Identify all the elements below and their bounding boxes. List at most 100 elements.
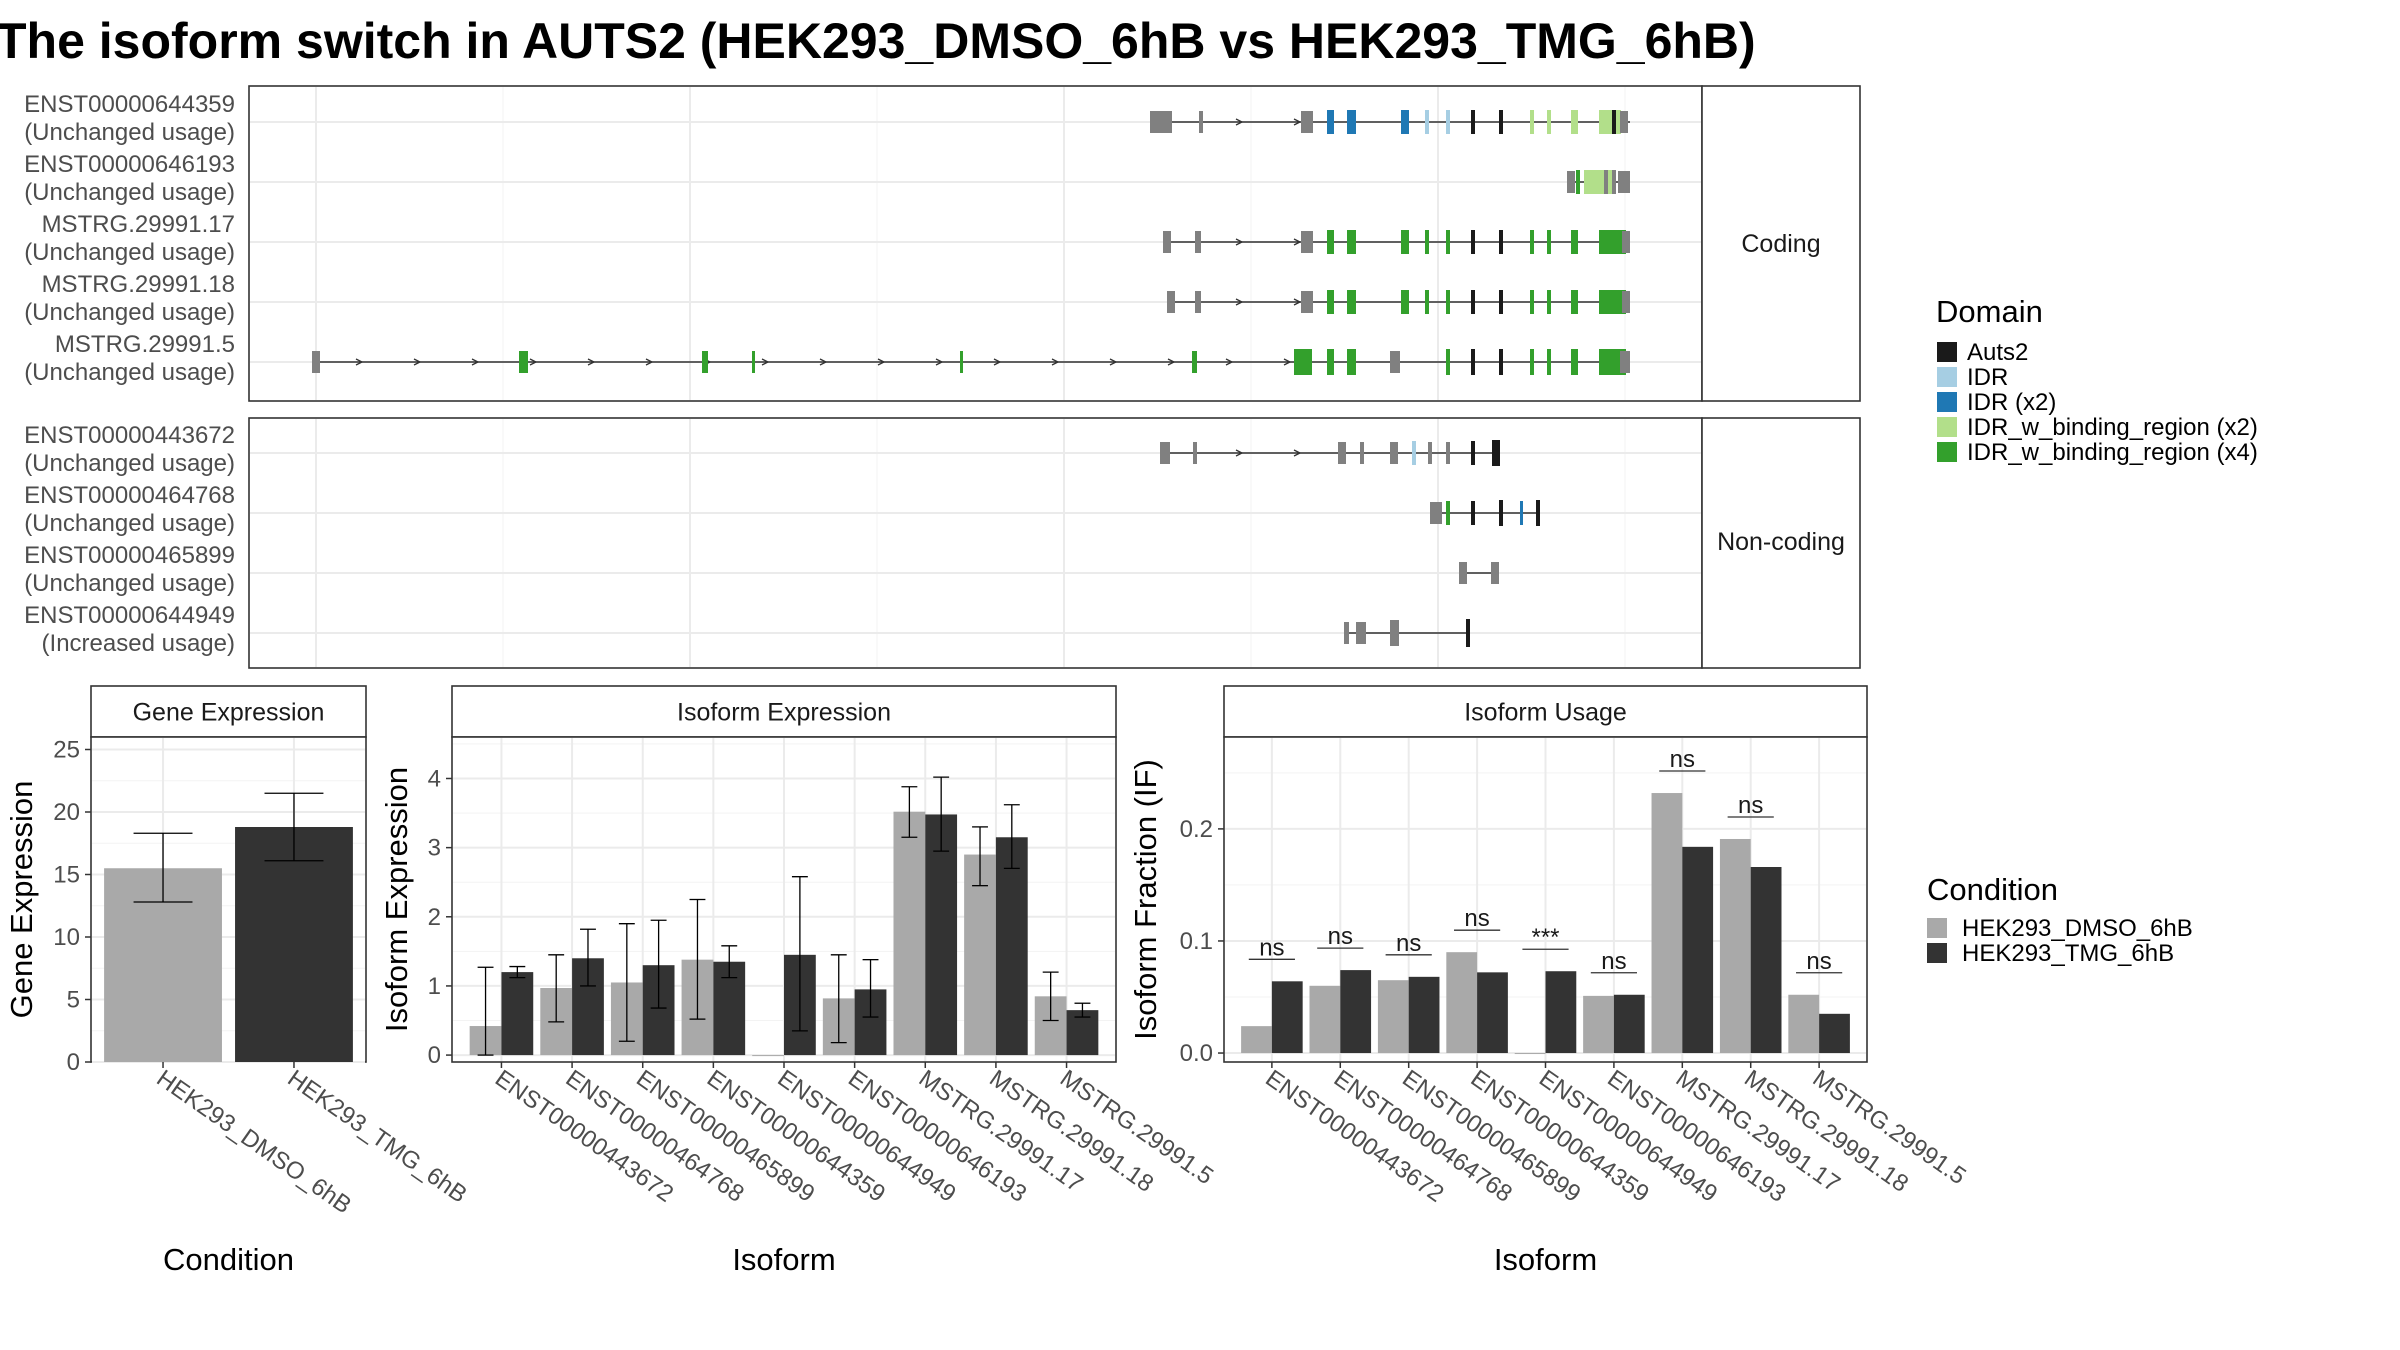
y-axis-title: Gene Expression bbox=[4, 781, 39, 1019]
track-enst00000464768 bbox=[1430, 500, 1540, 526]
significance-label: ns bbox=[1464, 905, 1489, 932]
bar bbox=[1545, 971, 1577, 1054]
significance-label: ns bbox=[1806, 948, 1831, 975]
condition-legend-title: Condition bbox=[1927, 872, 2058, 907]
track-enst00000644359 bbox=[1150, 110, 1630, 134]
noncoding-transcript-id-0: ENST00000443672 bbox=[24, 422, 235, 449]
domain-legend-key-0 bbox=[1937, 342, 1957, 362]
bar bbox=[1750, 867, 1782, 1054]
bar bbox=[1719, 838, 1751, 1054]
bar bbox=[964, 854, 996, 1056]
coding-transcript-id-3: MSTRG.29991.18 bbox=[42, 271, 235, 298]
bar bbox=[1477, 972, 1508, 1054]
structure-noncoding-panel: Non-coding bbox=[248, 417, 1861, 669]
bar bbox=[1241, 1026, 1272, 1054]
figure-title: The isoform switch in AUTS2 (HEK293_DMSO… bbox=[0, 13, 1756, 69]
track-enst00000465899 bbox=[1459, 562, 1499, 584]
y-tick-label: 0.1 bbox=[1180, 928, 1213, 955]
y-tick-label: 15 bbox=[53, 862, 80, 889]
significance-label: ns bbox=[1328, 923, 1353, 950]
noncoding-transcript-usage-1: (Unchanged usage) bbox=[24, 510, 235, 537]
coding-transcript-usage-0: (Unchanged usage) bbox=[24, 119, 235, 146]
bar bbox=[235, 827, 353, 1062]
coding-transcript-id-0: ENST00000644359 bbox=[24, 91, 235, 118]
bar bbox=[1309, 985, 1341, 1054]
domain-legend-title: Domain bbox=[1936, 294, 2043, 329]
bar bbox=[1514, 1053, 1546, 1055]
bar bbox=[1651, 793, 1683, 1054]
domain-legend-key-2 bbox=[1937, 392, 1957, 412]
structure-coding-panel: Coding bbox=[248, 85, 1861, 402]
domain-legend-key-1 bbox=[1937, 367, 1957, 387]
bar bbox=[893, 811, 926, 1056]
noncoding-transcript-id-1: ENST00000464768 bbox=[24, 482, 235, 509]
coding-transcript-usage-4: (Unchanged usage) bbox=[24, 359, 235, 386]
strip-coding: Coding bbox=[1741, 230, 1820, 258]
track-mstrg2999117 bbox=[1163, 230, 1630, 254]
track-enst00000644949 bbox=[1344, 619, 1470, 647]
y-tick-label: 0 bbox=[67, 1049, 80, 1076]
chart-strip-title: Gene Expression bbox=[133, 699, 325, 727]
coding-transcript-usage-3: (Unchanged usage) bbox=[24, 299, 235, 326]
significance-label: ns bbox=[1670, 746, 1695, 773]
track-mstrg2999118 bbox=[1167, 290, 1630, 314]
y-tick-label: 4 bbox=[428, 765, 441, 792]
domain-legend-label-0: Auts2 bbox=[1967, 339, 2028, 366]
significance-label: ns bbox=[1396, 930, 1421, 957]
coding-transcript-id-2: MSTRG.29991.17 bbox=[42, 211, 235, 238]
y-tick-label: 1 bbox=[428, 973, 441, 1000]
chart-strip-title: Isoform Expression bbox=[677, 699, 891, 727]
bar bbox=[1377, 980, 1409, 1054]
bar bbox=[1446, 952, 1478, 1054]
chart-isoform-usage: Isoform Usage 0.0 0.1 0.2 ns ns ns ns *** ns ns ns n… bbox=[1128, 685, 1971, 1277]
significance-label: ns bbox=[1259, 934, 1284, 961]
track-enst00000443672 bbox=[1160, 440, 1500, 466]
coding-transcript-id-1: ENST00000646193 bbox=[24, 151, 235, 178]
bar bbox=[1271, 981, 1303, 1054]
y-axis-title: Isoform Fraction (IF) bbox=[1128, 759, 1163, 1040]
coding-transcript-usage-2: (Unchanged usage) bbox=[24, 239, 235, 266]
y-tick-label: 0.2 bbox=[1180, 816, 1213, 843]
domain-legend-label-1: IDR bbox=[1967, 364, 2008, 391]
x-axis-title: Isoform bbox=[1494, 1242, 1597, 1277]
bar bbox=[501, 972, 534, 1056]
bar bbox=[1340, 970, 1372, 1054]
bar bbox=[995, 837, 1028, 1056]
noncoding-transcript-id-2: ENST00000465899 bbox=[24, 542, 235, 569]
significance-label: ns bbox=[1738, 792, 1763, 819]
y-tick-label: 0.0 bbox=[1180, 1040, 1213, 1067]
bar bbox=[1613, 994, 1645, 1054]
chart-isoform-expression: Isoform Expression01234ENST00000443672EN… bbox=[379, 685, 1218, 1277]
bar bbox=[1408, 976, 1440, 1054]
domain-legend-label-3: IDR_w_binding_region (x2) bbox=[1967, 414, 2258, 441]
x-axis-title: Isoform bbox=[732, 1242, 835, 1277]
y-axis-title: Isoform Expression bbox=[379, 767, 414, 1032]
significance-label: ns bbox=[1601, 948, 1626, 975]
bar bbox=[752, 1055, 784, 1057]
domain-legend-key-3 bbox=[1937, 417, 1957, 437]
domain-legend-label-4: IDR_w_binding_region (x4) bbox=[1967, 439, 2258, 466]
y-tick-label: 25 bbox=[53, 737, 80, 764]
noncoding-transcript-id-3: ENST00000644949 bbox=[24, 602, 235, 629]
noncoding-transcript-usage-2: (Unchanged usage) bbox=[24, 570, 235, 597]
domain-legend-label-2: IDR (x2) bbox=[1967, 389, 2056, 416]
chart-strip-title: Isoform Usage bbox=[1464, 699, 1627, 727]
significance-label: *** bbox=[1531, 924, 1559, 951]
bar bbox=[1788, 994, 1820, 1054]
condition-legend-label-0: HEK293_DMSO_6hB bbox=[1962, 915, 2193, 942]
condition-legend-key-0 bbox=[1927, 918, 1947, 938]
coding-transcript-usage-1: (Unchanged usage) bbox=[24, 179, 235, 206]
strip-noncoding: Non-coding bbox=[1717, 528, 1845, 556]
noncoding-transcript-usage-0: (Unchanged usage) bbox=[24, 450, 235, 477]
bar bbox=[1583, 995, 1614, 1054]
y-tick-label: 10 bbox=[53, 924, 80, 951]
y-tick-label: 2 bbox=[428, 904, 441, 931]
y-tick-label: 20 bbox=[53, 799, 80, 826]
condition-legend-key-1 bbox=[1927, 943, 1947, 963]
noncoding-transcript-usage-3: (Increased usage) bbox=[42, 630, 235, 657]
track-mstrg299915 bbox=[312, 349, 1630, 375]
coding-transcript-id-4: MSTRG.29991.5 bbox=[55, 331, 235, 358]
y-tick-label: 3 bbox=[428, 835, 441, 862]
